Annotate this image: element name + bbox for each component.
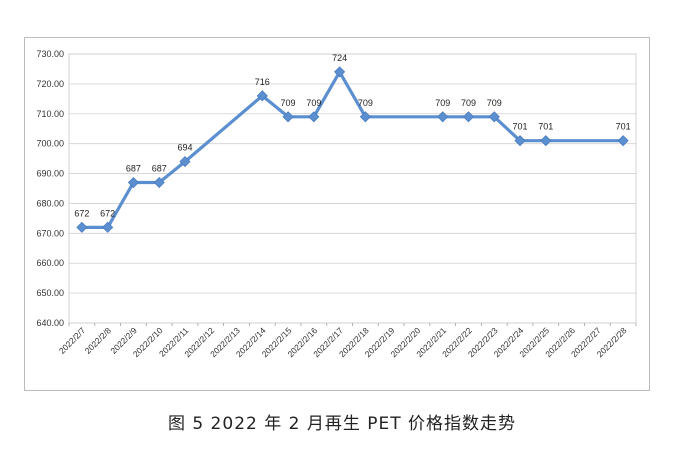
data-label: 701: [616, 122, 631, 132]
data-point: [617, 135, 629, 147]
data-label: 687: [152, 164, 167, 174]
x-tick-label: 2022/2/8: [83, 325, 114, 356]
series-line: [81, 70, 624, 229]
y-tick-label: 650.00: [36, 288, 64, 298]
data-point: [282, 111, 294, 123]
data-point: [127, 176, 139, 189]
y-tick-label: 700.00: [36, 139, 64, 149]
data-point: [514, 135, 526, 147]
data-point: [540, 135, 552, 147]
data-label: 716: [255, 77, 270, 87]
data-point: [102, 221, 114, 233]
y-tick-label: 710.00: [36, 109, 64, 119]
data-point: [437, 111, 449, 123]
data-point: [334, 66, 346, 78]
y-tick-label: 640.00: [36, 318, 64, 328]
data-label: 687: [126, 164, 141, 174]
data-label: 709: [281, 98, 296, 108]
data-point: [359, 111, 371, 123]
data-label: 701: [538, 122, 553, 132]
data-point: [76, 221, 88, 233]
data-label: 701: [513, 122, 528, 132]
y-tick-label: 720.00: [36, 79, 64, 89]
data-point: [179, 156, 191, 168]
data-point: [488, 111, 500, 123]
data-label: 709: [435, 98, 450, 108]
chart-frame: [24, 37, 650, 391]
data-point: [462, 111, 475, 123]
data-label: 672: [100, 208, 115, 218]
data-point: [256, 90, 268, 102]
data-label: 724: [332, 53, 347, 63]
x-tick-label: 2022/2/7: [57, 325, 88, 356]
data-label: 694: [177, 143, 192, 153]
figure-caption: 图 5 2022 年 2 月再生 PET 价格指数走势: [167, 414, 517, 434]
data-point: [153, 176, 165, 189]
data-point: [308, 111, 320, 123]
data-label: 709: [461, 98, 476, 108]
data-label: 672: [74, 208, 89, 218]
data-label: 709: [487, 98, 502, 108]
y-tick-label: 690.00: [36, 169, 64, 179]
y-tick-label: 670.00: [36, 228, 64, 238]
y-tick-label: 660.00: [36, 258, 64, 268]
data-label: 709: [358, 98, 373, 108]
y-tick-label: 680.00: [36, 198, 64, 208]
data-label: 709: [306, 98, 321, 108]
y-tick-label: 730.00: [36, 49, 64, 59]
